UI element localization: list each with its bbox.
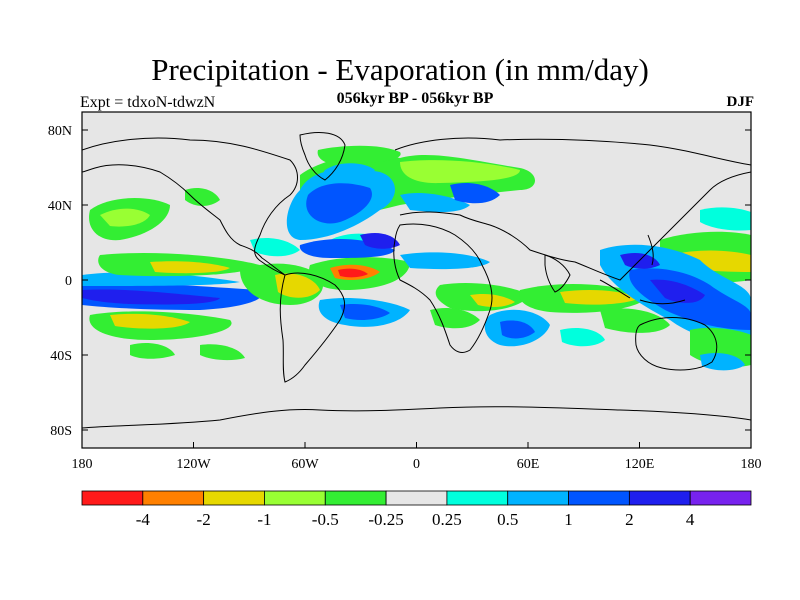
experiment-label: Expt = tdxoN-tdwzN (80, 94, 216, 111)
colorbar-swatch (385, 490, 448, 506)
colorbar-label: -2 (197, 510, 211, 529)
colorbar-swatch (689, 490, 752, 506)
colorbar-swatch (81, 490, 144, 506)
colorbar-label: -0.5 (312, 510, 339, 529)
colorbar-label: 0.5 (497, 510, 518, 529)
chart-subtitle: 056kyr BP - 056kyr BP (336, 90, 494, 107)
lat-tick-0: 0 (65, 274, 72, 289)
colorbar-swatch (142, 490, 205, 506)
season-label: DJF (726, 94, 755, 110)
colorbar-label: -0.25 (368, 510, 403, 529)
lon-tick-60w: 60W (291, 457, 319, 472)
lon-tick-0: 0 (413, 457, 420, 472)
colorbar-label: 1 (564, 510, 573, 529)
lat-tick-40n: 40N (48, 199, 72, 214)
colorbar-swatch (203, 490, 265, 506)
lat-tick-80n: 80N (48, 124, 72, 139)
colorbar-swatch (264, 490, 326, 506)
colorbar-swatch (628, 490, 691, 506)
colorbar-label: -4 (136, 510, 151, 529)
colorbar-swatch (568, 490, 630, 506)
colorbar-label: 2 (625, 510, 634, 529)
chart-title: Precipitation - Evaporation (in mm/day) (151, 52, 649, 87)
colorbar-label: -1 (257, 510, 271, 529)
axis-ticks (82, 129, 751, 448)
colorbar-swatch (324, 490, 387, 506)
colorbar-label: 0.25 (432, 510, 462, 529)
lon-tick-60e: 60E (517, 457, 540, 472)
colorbar-swatch (507, 490, 569, 506)
colorbar-swatch (446, 490, 509, 506)
lon-tick-180e: 180 (741, 457, 762, 472)
lon-tick-120w: 120W (176, 457, 211, 472)
colorbar-label: 4 (686, 510, 695, 529)
lon-tick-120e: 120E (625, 457, 655, 472)
lon-tick-labels: 180 120W 60W 0 60E 120E 180 (72, 457, 762, 472)
lon-tick-180w: 180 (72, 457, 93, 472)
coastlines (82, 132, 751, 429)
lat-tick-labels: 80N 40N 0 40S 80S (48, 124, 72, 439)
colorbar: -4 -2 -1 -0.5 -0.25 0.25 0.5 1 2 4 (81, 490, 752, 529)
pe-field (82, 145, 751, 371)
lat-tick-40s: 40S (50, 349, 72, 364)
lat-tick-80s: 80S (50, 424, 72, 439)
